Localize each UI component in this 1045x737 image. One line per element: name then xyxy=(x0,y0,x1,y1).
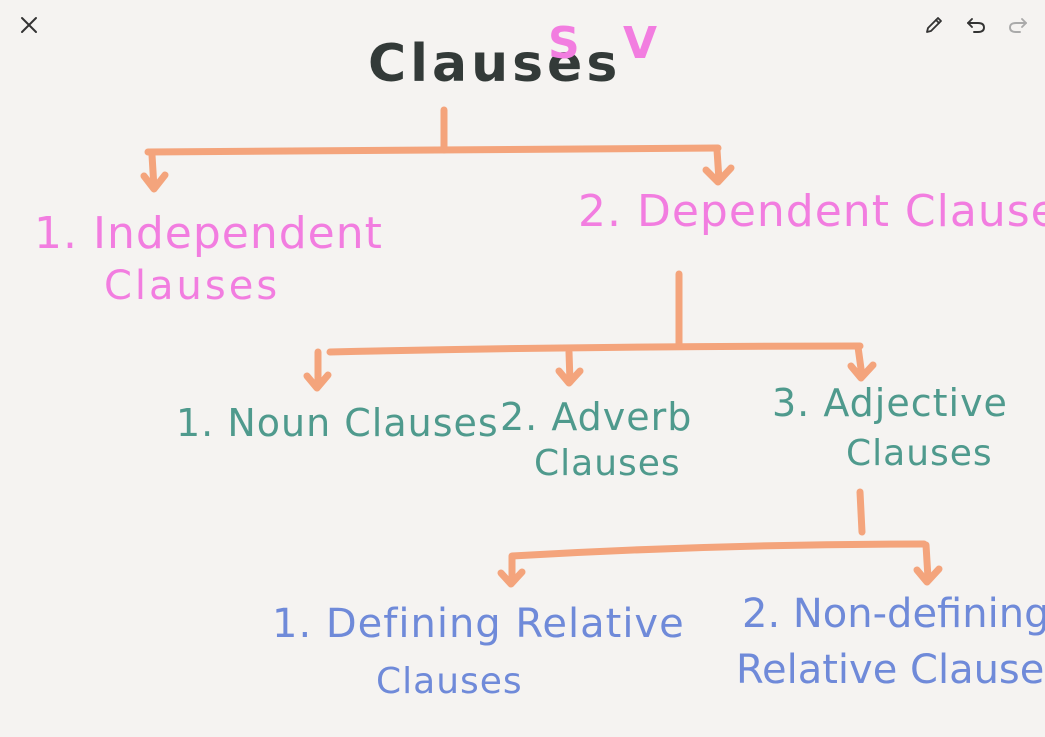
non-defining-relative-clauses-line1: 2. Non-defining xyxy=(742,591,1045,637)
adverb-clauses-line1: 2. Adverb xyxy=(500,395,693,439)
connector-clauses xyxy=(140,106,735,193)
defining-relative-clauses-line1: 1. Defining Relative xyxy=(272,601,685,647)
adjective-clauses-line1: 3. Adjective xyxy=(772,381,1008,425)
independent-clauses-line1: 1. Independent xyxy=(34,208,383,259)
dependent-clauses: 2. Dependent Clauses xyxy=(578,186,1045,237)
undo-icon xyxy=(967,18,985,33)
adjective-clauses-line2: Clauses xyxy=(846,433,993,474)
connector-dependent xyxy=(303,270,877,392)
redo-icon xyxy=(1009,18,1027,33)
pencil-icon xyxy=(926,17,942,33)
non-defining-relative-clauses-line2: Relative Clauses xyxy=(736,647,1045,693)
undo-button[interactable] xyxy=(958,7,994,43)
connector-adjective xyxy=(497,488,943,588)
defining-relative-clauses-line2: Clauses xyxy=(376,661,523,702)
independent-clauses-line2: Clauses xyxy=(104,263,281,309)
close-button[interactable] xyxy=(11,7,47,43)
redo-button[interactable] xyxy=(1000,7,1036,43)
title-clauses: Clauses xyxy=(368,34,622,94)
sv-annotation: S V xyxy=(548,18,672,69)
close-icon xyxy=(21,17,37,33)
adverb-clauses-line2: Clauses xyxy=(534,443,681,484)
noun-clauses: 1. Noun Clauses xyxy=(176,401,499,445)
pen-tool-button[interactable] xyxy=(916,7,952,43)
